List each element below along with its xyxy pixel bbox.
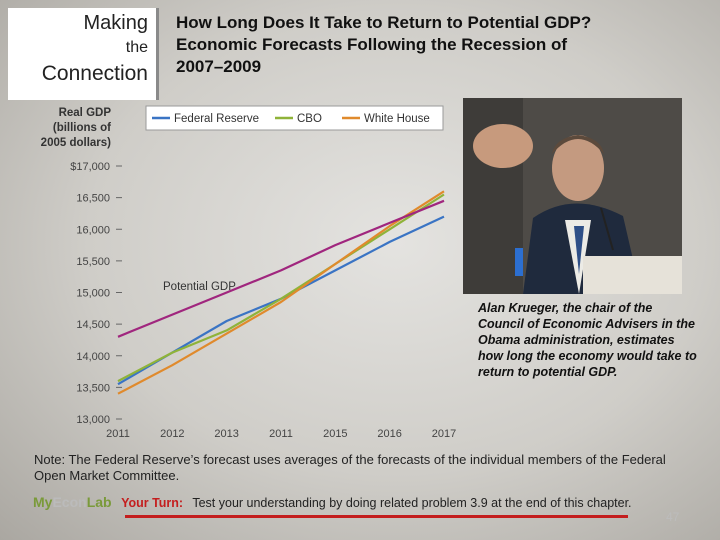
legend-label-federal-reserve: Federal Reserve: [174, 113, 259, 125]
brand-logo: Making the Connection: [8, 8, 159, 100]
series-line-white-house: [117, 190, 445, 395]
your-turn-label: Your Turn:: [121, 496, 184, 510]
x-tick-label: 2017: [432, 428, 456, 440]
potential-gdp-annotation: Potential GDP: [163, 281, 236, 293]
x-tick-label: 2016: [377, 428, 401, 440]
photo-caption: Alan Krueger, the chair of the Council o…: [478, 301, 697, 379]
brand-connection: Connection: [41, 62, 148, 85]
your-turn-text: Test your understanding by doing related…: [192, 496, 632, 510]
y-tick-label: $17,000: [70, 161, 110, 173]
y-axis-label: 2005 dollars): [41, 137, 111, 149]
y-tick-label: 16,000: [76, 224, 110, 236]
x-tick-label: 2011: [106, 428, 130, 440]
x-axis-ticks: 2011 2012 2013 2011 2015 2016 2017: [106, 428, 456, 440]
y-tick-label: 13,500: [76, 382, 110, 394]
series-line-cbo: [117, 193, 445, 383]
myeconlab-econ: Econ: [52, 494, 87, 510]
gdp-forecast-chart: Real GDP (billions of 2005 dollars) Fede…: [41, 105, 456, 440]
series-line-potential-gdp: [117, 199, 445, 338]
y-tick-label: 15,000: [76, 288, 110, 300]
footer-divider: [125, 515, 628, 518]
y-tick-label: 15,500: [76, 256, 110, 268]
x-tick-label: 2011: [269, 428, 293, 440]
slide-title-line: How Long Does It Take to Return to Poten…: [176, 13, 592, 32]
myeconlab-my: My: [33, 494, 53, 510]
y-axis-ticks: $17,000 16,500 16,000 15,500 15,000 14,500 14,…: [70, 161, 122, 426]
slide-title-line: Economic Forecasts Following the Recessi…: [176, 35, 568, 54]
chart-note: Note: The Federal Reserve’s forecast use…: [34, 452, 666, 483]
slide-title: How Long Does It Take to Return to Poten…: [176, 12, 696, 78]
legend-label-white-house: White House: [364, 113, 430, 125]
y-axis-label: Real GDP: [59, 107, 112, 119]
myeconlab-lab: Lab: [86, 494, 112, 510]
brand-the: the: [125, 39, 148, 56]
series-line-federal-reserve: [117, 215, 445, 386]
photo-alan-krueger: [463, 98, 682, 294]
y-tick-label: 16,500: [76, 193, 110, 205]
y-tick-label: 13,000: [76, 414, 110, 426]
series-lines: [117, 190, 445, 395]
y-tick-label: 14,000: [76, 351, 110, 363]
legend: [145, 105, 444, 131]
brand-making: Making: [83, 12, 148, 34]
x-tick-label: 2012: [160, 428, 184, 440]
x-tick-label: 2015: [323, 428, 347, 440]
x-tick-label: 2013: [214, 428, 238, 440]
page-number: 47: [666, 510, 680, 524]
myeconlab-footer: MyEconLab Your Turn: Test your understan…: [33, 494, 632, 510]
slide-title-line: 2007–2009: [176, 57, 262, 76]
y-tick-label: 14,500: [76, 319, 110, 331]
y-axis-label: (billions of: [53, 122, 111, 134]
legend-label-cbo: CBO: [297, 113, 322, 125]
